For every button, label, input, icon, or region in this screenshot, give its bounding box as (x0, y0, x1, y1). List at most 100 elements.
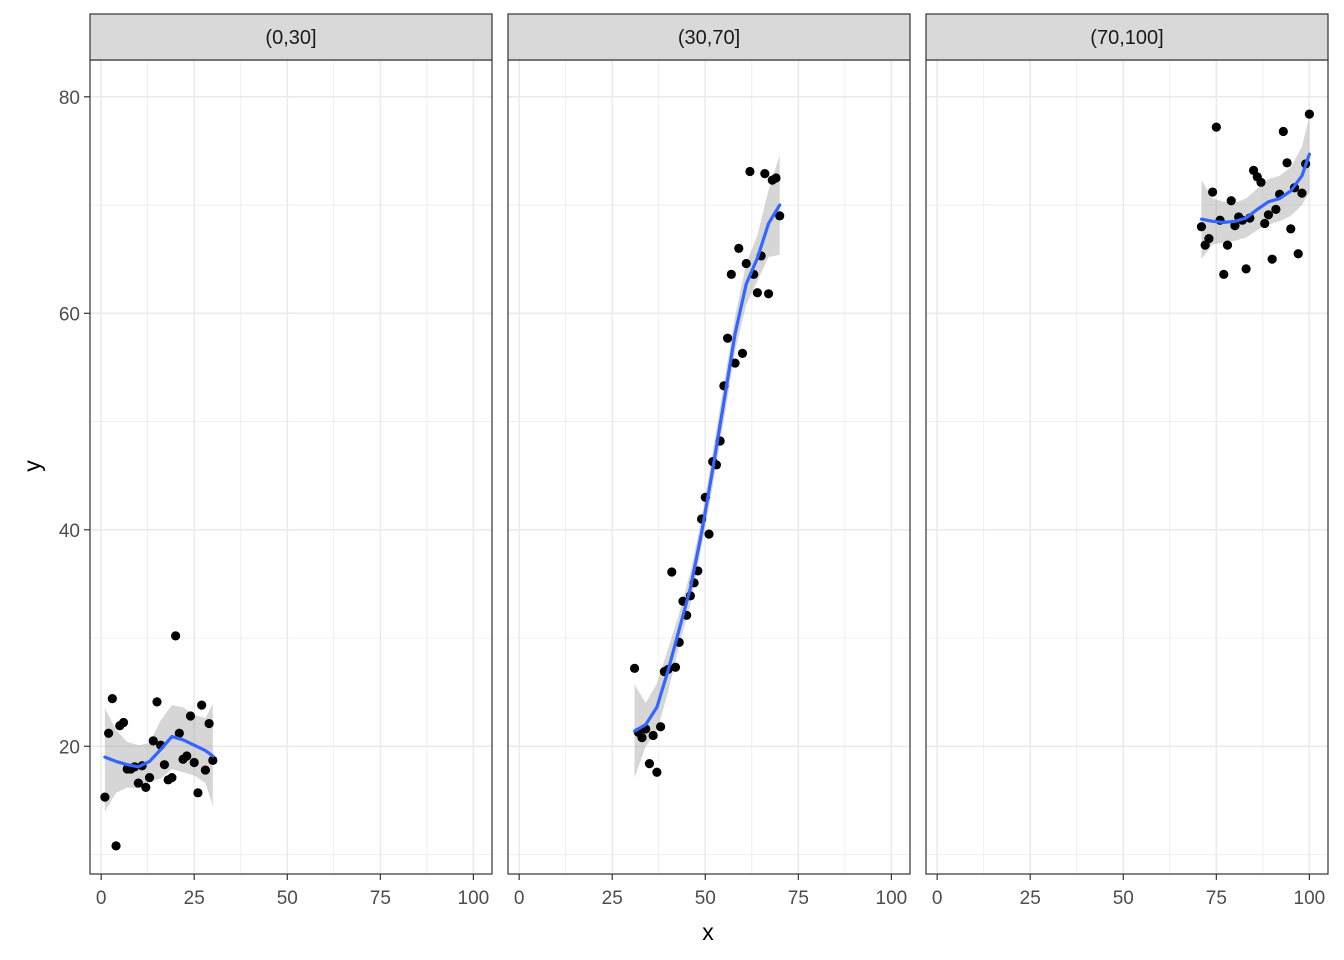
facet-panel-2: (30,70] 0 25 50 75 100 (507, 13, 911, 909)
data-point (637, 733, 647, 743)
data-point (1293, 249, 1303, 259)
data-point (1271, 204, 1281, 214)
x-tick-label: 100 (1294, 888, 1326, 909)
data-point (1263, 210, 1274, 220)
data-point (652, 767, 662, 777)
data-point (208, 755, 218, 765)
x-tick-label: 50 (1113, 888, 1134, 909)
smooth-line (1199, 152, 1311, 224)
data-point (1230, 221, 1240, 231)
data-point (171, 631, 181, 641)
y-axis: 20 40 60 80 (59, 88, 90, 758)
data-point (141, 782, 151, 793)
y-tick-label: 60 (59, 304, 80, 325)
data-point (1222, 240, 1233, 250)
data-point (760, 169, 770, 179)
data-point (726, 269, 736, 279)
data-point (745, 166, 755, 177)
data-point (1226, 196, 1236, 206)
data-point (133, 778, 143, 788)
data-point (159, 760, 170, 770)
x-tick-label: 0 (932, 888, 943, 909)
data-point (167, 773, 177, 783)
data-point (771, 173, 781, 183)
data-point (1196, 222, 1207, 232)
data-point (1260, 218, 1270, 229)
data-point (1282, 158, 1292, 168)
data-point (763, 289, 774, 299)
data-point (1278, 126, 1288, 137)
data-point (144, 773, 155, 783)
data-point (1241, 264, 1251, 274)
x-tick-label: 100 (876, 888, 908, 909)
x-tick-label: 0 (514, 888, 525, 909)
panel-background (508, 60, 910, 874)
facet-strip-label: (0,30] (265, 27, 316, 49)
data-point (734, 243, 744, 253)
data-point (1208, 187, 1218, 197)
data-point (737, 348, 748, 358)
data-point (1286, 224, 1296, 234)
x-tick-label: 75 (1206, 888, 1227, 909)
data-point (189, 757, 199, 768)
data-point (775, 211, 785, 221)
data-point (174, 728, 184, 738)
facet-strip (89, 13, 493, 61)
data-point (670, 662, 681, 672)
data-point (644, 758, 655, 769)
data-point (182, 751, 192, 761)
data-point (204, 718, 214, 729)
facet-strip (507, 13, 911, 61)
data-point (200, 765, 210, 775)
x-tick-label: 25 (1020, 888, 1041, 909)
facet-strip (925, 13, 1329, 61)
confidence-ribbon (634, 155, 780, 778)
y-tick-label: 20 (59, 737, 80, 758)
data-point (107, 694, 117, 704)
data-point (1297, 188, 1307, 198)
facet-panel-1: (0,30] 0 25 50 75 100 (89, 13, 493, 909)
x-tick-label: 50 (277, 888, 298, 909)
data-point (1219, 269, 1229, 279)
data-point (1204, 234, 1214, 244)
x-axis-title: x (702, 919, 714, 945)
data-point (197, 700, 207, 710)
data-point (1211, 122, 1221, 132)
facet-strip-label: (70,100] (1090, 27, 1163, 49)
x-tick-label: 100 (458, 888, 490, 909)
facet-panels: (0,30]0 25 50 75 100(30,70]0 25 50 75 100(70,100… (89, 13, 1329, 909)
data-point (667, 567, 677, 577)
data-point (100, 792, 110, 802)
data-point (104, 728, 114, 738)
data-point (752, 288, 762, 298)
data-point (148, 736, 158, 746)
data-point (741, 258, 751, 269)
data-point (193, 788, 203, 798)
y-tick-label: 80 (59, 88, 80, 109)
data-point (730, 358, 740, 368)
confidence-ribbon (104, 704, 213, 812)
data-point (152, 697, 162, 707)
x-tick-label: 75 (788, 888, 809, 909)
data-point (118, 717, 129, 728)
y-axis-title: y (19, 460, 45, 472)
x-tick-label: 75 (370, 888, 391, 909)
data-point (1304, 109, 1314, 119)
panel-background (926, 60, 1328, 874)
smooth-line (103, 734, 215, 769)
smooth-line (632, 203, 782, 733)
data-point (1256, 177, 1266, 187)
x-tick-label: 25 (602, 888, 623, 909)
data-point (1267, 254, 1277, 264)
x-tick-label: 50 (695, 888, 716, 909)
data-point (656, 722, 666, 732)
facet-panel-3: (70,100] 0 25 50 75 100 (925, 13, 1329, 909)
data-point (111, 841, 121, 851)
data-point (704, 529, 714, 539)
data-point (648, 730, 658, 741)
data-point (723, 333, 733, 343)
facet-strip-label: (30,70] (678, 27, 740, 49)
x-tick-label: 25 (184, 888, 205, 909)
x-tick-label: 0 (96, 888, 107, 909)
